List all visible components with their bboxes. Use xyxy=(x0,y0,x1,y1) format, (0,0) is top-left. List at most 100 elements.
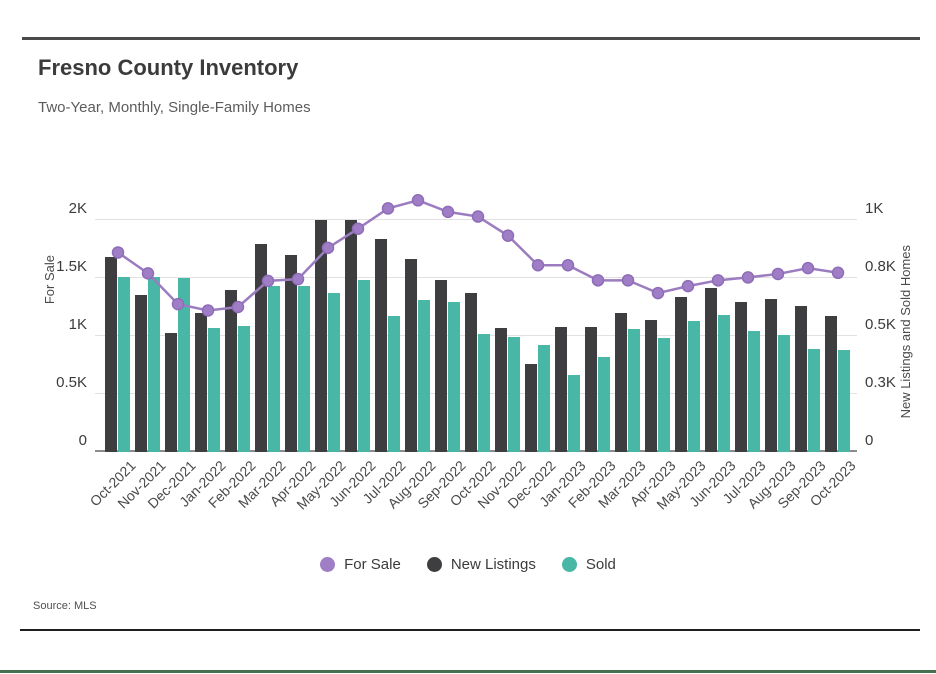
for-sale-point xyxy=(621,274,635,287)
legend-item: For Sale xyxy=(320,556,401,573)
for-sale-point xyxy=(321,241,335,255)
new-listings-bar xyxy=(585,326,597,452)
legend-label: For Sale xyxy=(344,556,401,573)
y-tick-left: 1.5K xyxy=(56,258,87,275)
y-tick-left: 2K xyxy=(68,200,87,217)
new-listings-bar xyxy=(615,312,627,452)
sold-bar xyxy=(568,375,580,452)
y-tick-left: 0.5K xyxy=(56,374,87,391)
for-sale-point xyxy=(591,274,605,287)
for-sale-point xyxy=(831,266,845,280)
sold-bar xyxy=(628,329,640,452)
new-listings-bar xyxy=(705,288,717,452)
for-sale-point xyxy=(501,229,515,242)
legend-item: Sold xyxy=(561,556,616,573)
legend-dot-icon xyxy=(320,557,336,572)
y-tick-right: 0 xyxy=(865,432,874,449)
new-listings-bar xyxy=(465,293,477,452)
sold-bar xyxy=(268,286,280,452)
new-listings-bar xyxy=(345,220,357,452)
top-divider xyxy=(22,37,920,40)
y-tick-right: 0.3K xyxy=(865,374,896,391)
new-listings-bar xyxy=(195,312,207,452)
sold-bar xyxy=(718,315,730,452)
sold-bar xyxy=(418,300,430,452)
sold-bar xyxy=(298,286,310,452)
sold-bar xyxy=(748,331,760,452)
for-sale-point xyxy=(381,202,395,215)
footer-accent-bar xyxy=(0,670,936,673)
for-sale-point xyxy=(111,246,125,259)
for-sale-point xyxy=(531,258,545,272)
for-sale-point xyxy=(231,300,245,314)
sold-bar xyxy=(208,327,220,452)
source-note: Source: MLS xyxy=(33,600,97,612)
for-sale-point xyxy=(441,205,455,219)
for-sale-point xyxy=(171,297,185,311)
new-listings-bar xyxy=(225,289,237,452)
sold-bar xyxy=(658,338,670,452)
legend-dot-icon xyxy=(561,557,577,572)
legend-item: New Listings xyxy=(426,556,536,573)
bottom-divider xyxy=(20,629,920,631)
new-listings-bar xyxy=(795,305,807,452)
for-sale-point xyxy=(741,271,755,284)
legend: For Sale New Listings Sold xyxy=(0,556,936,573)
sold-bar xyxy=(598,356,610,452)
new-listings-bar xyxy=(315,220,327,452)
for-sale-point xyxy=(291,272,305,286)
new-listings-bar xyxy=(255,244,267,452)
for-sale-point xyxy=(411,194,425,207)
sold-bar xyxy=(508,337,520,452)
sold-bar xyxy=(448,302,460,452)
new-listings-bar xyxy=(825,316,837,452)
new-listings-bar xyxy=(405,259,417,452)
for-sale-point xyxy=(561,258,575,272)
sold-bar xyxy=(688,320,700,452)
sold-bar xyxy=(538,345,550,452)
new-listings-bar xyxy=(645,319,657,452)
plot-area: 2K 1K 1.5K 0.8K 1K 0.5K 0.5K 0.3K 0 0 Oct-2021 Nov-… xyxy=(56,190,896,513)
for-sale-line-layer xyxy=(111,194,845,317)
sold-bar xyxy=(478,333,490,452)
sold-bar xyxy=(328,293,340,452)
legend-dot-icon xyxy=(426,557,442,572)
new-listings-bar xyxy=(135,295,147,452)
sold-bar xyxy=(118,276,130,452)
legend-label: Sold xyxy=(585,556,616,573)
for-sale-point xyxy=(201,304,215,317)
y-tick-right: 1K xyxy=(865,200,884,217)
new-listings-bar xyxy=(375,238,387,452)
sold-bar xyxy=(178,278,190,452)
for-sale-point xyxy=(771,267,785,281)
new-listings-bar xyxy=(555,326,567,452)
y-tick-left: 1K xyxy=(68,316,87,333)
for-sale-point xyxy=(711,274,725,287)
new-listings-bar xyxy=(105,257,117,452)
y-tick-right: 0.8K xyxy=(865,258,896,275)
sold-bar xyxy=(358,280,370,452)
new-listings-bar xyxy=(735,302,747,452)
for-sale-point xyxy=(651,286,665,300)
new-listings-bar xyxy=(765,298,777,452)
sold-bar xyxy=(808,348,820,452)
for-sale-point xyxy=(681,279,695,293)
new-listings-bar xyxy=(525,363,537,452)
for-sale-point xyxy=(351,222,365,235)
for-sale-point xyxy=(471,210,485,223)
y-tick-left: 0 xyxy=(78,432,87,449)
page-subtitle: Two-Year, Monthly, Single-Family Homes xyxy=(38,99,311,116)
page-title: Fresno County Inventory xyxy=(38,55,299,80)
for-sale-point xyxy=(141,267,155,280)
new-listings-bar xyxy=(435,280,447,452)
new-listings-bar xyxy=(495,327,507,452)
new-listings-bar xyxy=(165,332,177,452)
sold-bar xyxy=(148,276,160,452)
gridline xyxy=(95,277,857,278)
legend-label: New Listings xyxy=(450,556,536,573)
sold-bar xyxy=(388,316,400,452)
for-sale-point xyxy=(261,274,275,288)
sold-bar xyxy=(238,325,250,452)
sold-bar xyxy=(778,334,790,452)
